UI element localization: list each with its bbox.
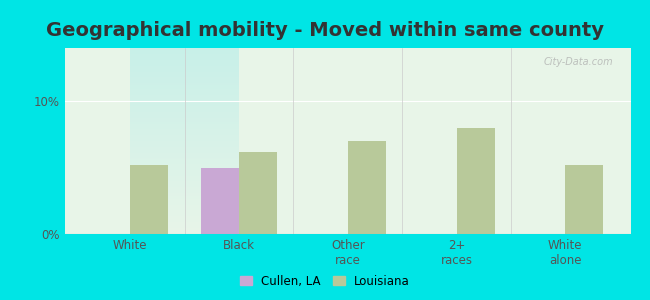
- Legend: Cullen, LA, Louisiana: Cullen, LA, Louisiana: [237, 271, 413, 291]
- Bar: [566, 165, 603, 234]
- Text: City-Data.com: City-Data.com: [544, 57, 614, 67]
- Bar: [130, 165, 168, 234]
- Text: Geographical mobility - Moved within same county: Geographical mobility - Moved within sam…: [46, 21, 604, 40]
- Bar: [348, 141, 386, 234]
- Bar: [456, 128, 495, 234]
- Bar: [201, 168, 239, 234]
- Bar: [239, 152, 277, 234]
